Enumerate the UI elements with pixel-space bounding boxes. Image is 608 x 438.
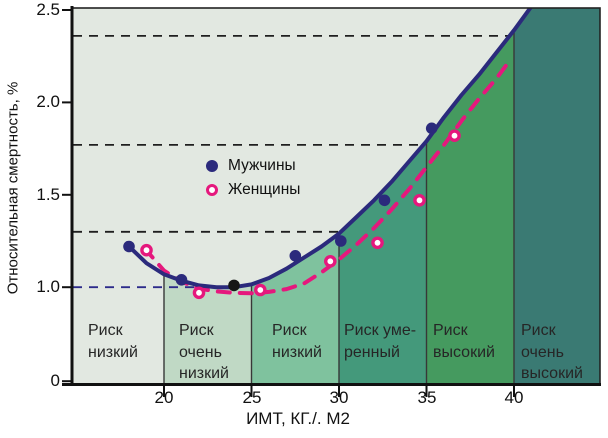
men-marker-icon xyxy=(206,160,218,172)
zone-label-risk-very-low: Риск очень низкий xyxy=(179,322,229,382)
x-tick-label: 30 xyxy=(329,388,349,407)
x-axis-title: ИМТ, КГ./. М2 xyxy=(246,409,350,428)
men-point xyxy=(289,250,302,262)
women-point xyxy=(192,286,206,300)
legend-item-women: Женщины xyxy=(206,178,300,202)
men-point xyxy=(378,194,391,207)
women-point xyxy=(323,254,337,268)
men-curve xyxy=(125,8,533,290)
women-marker-icon xyxy=(206,184,218,196)
men-point xyxy=(335,235,347,247)
men-point xyxy=(175,274,188,286)
y-tick-label: 2.5 xyxy=(36,0,60,19)
x-tick-label: 25 xyxy=(242,388,262,407)
zone-label-risk-very-high: Риск очень высокий xyxy=(521,322,583,382)
zone-label-risk-high: Риск высокий xyxy=(433,322,495,361)
x-tick-label: 20 xyxy=(154,388,174,407)
y-tick-label: 1.5 xyxy=(36,185,60,204)
legend-item-men: Мужчины xyxy=(206,154,300,178)
women-point xyxy=(448,129,461,142)
risk-zone-5 xyxy=(514,8,600,384)
women-point xyxy=(140,243,153,257)
x-tick-label: 40 xyxy=(504,388,524,407)
women-point xyxy=(413,193,426,207)
men-point xyxy=(425,122,438,135)
legend-label-women: Женщины xyxy=(228,181,301,198)
legend-label-men: Мужчины xyxy=(228,157,296,174)
y-tick-label: 2.0 xyxy=(36,92,60,111)
men-point xyxy=(123,240,135,253)
y-tick-label: 1.0 xyxy=(36,277,60,296)
zone-label-risk-low-1: Риск низкий xyxy=(88,322,138,361)
zone-label-risk-moderate: Риск уме- ренный xyxy=(344,322,417,361)
women-point xyxy=(253,283,267,297)
y-tick-label: 0 xyxy=(50,371,60,390)
women-point xyxy=(371,236,384,250)
legend: Мужчины Женщины xyxy=(206,154,300,202)
x-tick-label: 35 xyxy=(417,388,437,407)
men-point xyxy=(228,279,240,292)
zone-label-risk-low-2: Риск низкий xyxy=(272,322,322,361)
